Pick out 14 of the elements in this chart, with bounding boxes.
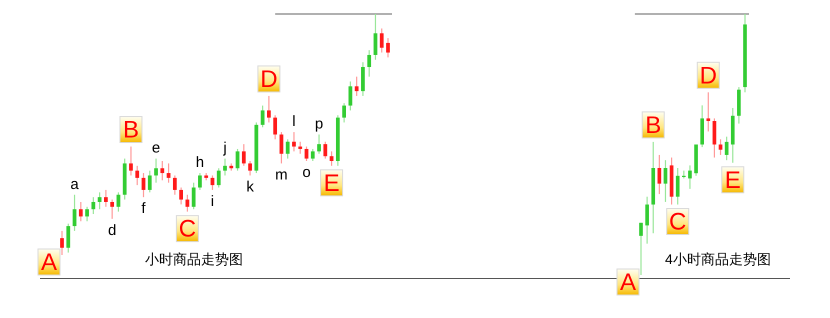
text: m — [275, 166, 288, 184]
text: 4小时商品走势图 — [665, 251, 771, 267]
text: i — [210, 192, 214, 210]
text: k — [246, 178, 254, 196]
text: p — [314, 116, 324, 132]
text: d — [108, 222, 116, 239]
text: f — [141, 200, 146, 218]
text: o — [302, 164, 311, 182]
text: j — [223, 140, 227, 157]
text: h — [196, 154, 204, 172]
text: e — [152, 140, 160, 157]
text: 小时商品走势图 — [145, 251, 243, 267]
text: l — [292, 113, 296, 130]
text: a — [70, 176, 79, 193]
